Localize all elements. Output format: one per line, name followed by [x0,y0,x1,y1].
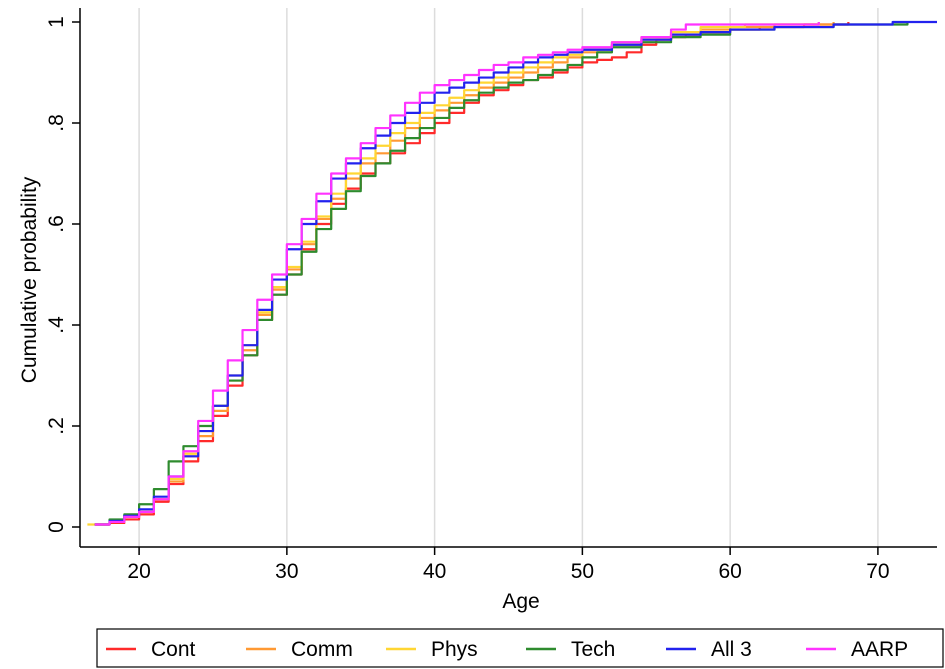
x-ticks: 20 30 40 50 60 70 [127,547,890,583]
series-line-cont [94,22,850,526]
legend-label-all-3: All 3 [711,638,752,661]
legend-items: Cont Comm Phys Tech All 3 AARP [106,638,908,661]
legend: Cont Comm Phys Tech All 3 AARP [96,628,944,668]
legend-label-aarp: AARP [851,638,908,661]
y-tick-label-4: .8 [45,114,68,132]
x-tick-label-20: 20 [127,560,150,583]
x-tick-label-50: 50 [571,560,594,583]
series-lines [87,20,937,526]
legend-label-tech: Tech [571,638,615,661]
legend-label-cont: Cont [151,638,196,661]
legend-label-comm: Comm [291,638,353,661]
y-tick-label-2: .4 [45,316,68,334]
y-tick-label-3: .6 [45,215,68,233]
y-axis-title: Cumulative probability [18,176,41,383]
x-axis-title: Age [502,590,539,613]
y-tick-label-1: .2 [45,417,68,435]
y-tick-label-0: 0 [45,521,68,533]
axes [79,8,937,548]
x-tick-label-30: 30 [275,560,298,583]
y-tick-label-5: 1 [45,16,68,28]
legend-label-phys: Phys [431,638,478,661]
legend-box [96,628,944,668]
x-tick-label-60: 60 [718,560,741,583]
x-tick-label-70: 70 [866,560,889,583]
x-tick-label-40: 40 [423,560,446,583]
series-line-aarp [94,22,820,526]
y-ticks: 0 .2 .4 .6 .8 1 [45,16,80,533]
